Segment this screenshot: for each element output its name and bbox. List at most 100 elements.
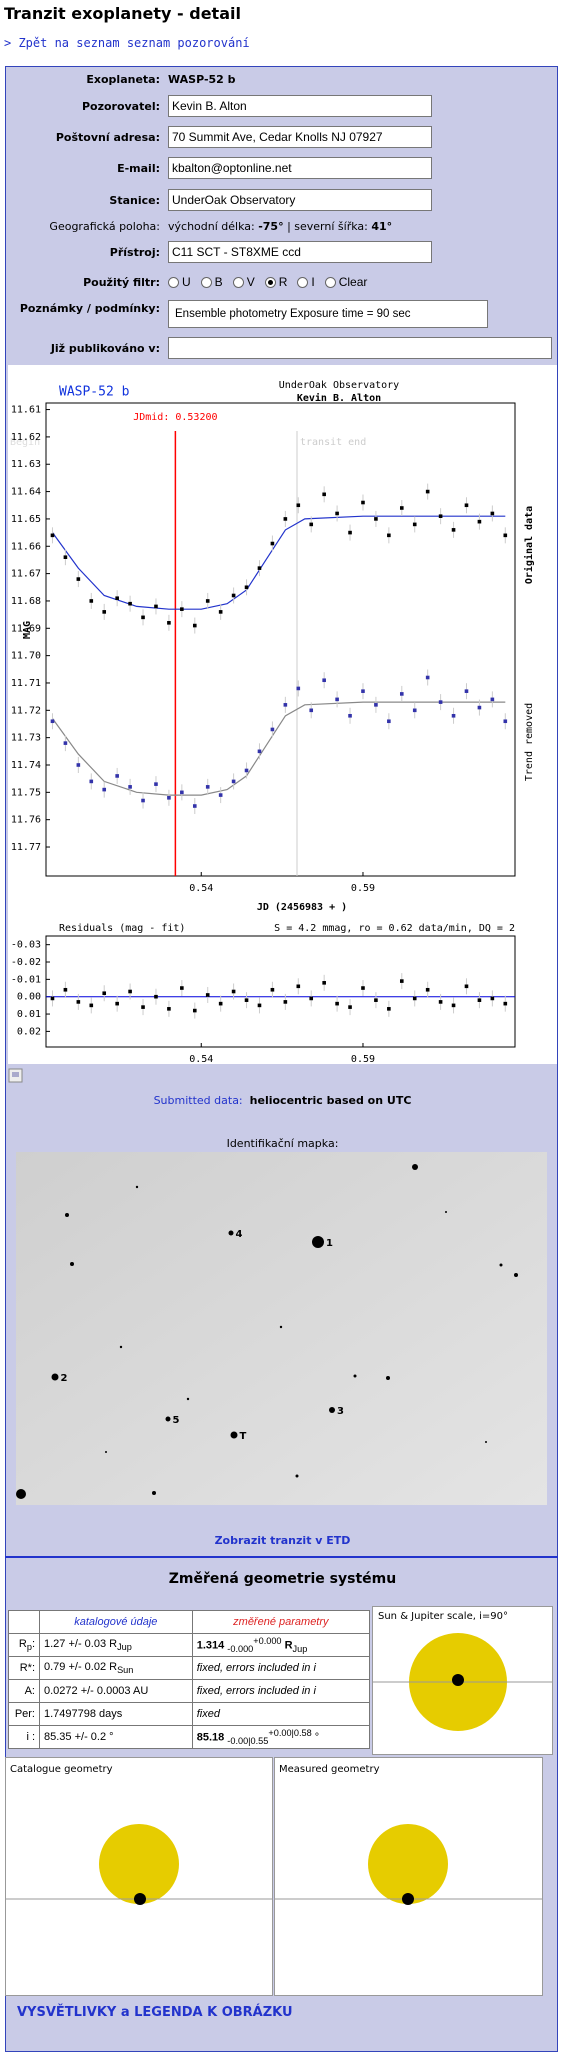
table-text: p	[26, 1642, 32, 1653]
star	[65, 1213, 69, 1217]
data-point	[50, 533, 55, 538]
radio-dot	[267, 279, 273, 285]
residual-stats: S = 4.2 mmag, ro = 0.62 data/min, DQ = 2	[274, 923, 515, 934]
star	[353, 1374, 357, 1378]
data-point	[76, 1000, 81, 1004]
data-point	[270, 987, 275, 992]
scale-label: Sun & Jupiter scale, i=90°	[378, 1611, 508, 1622]
form-row: Exoplaneta: WASP-52 b	[5, 68, 558, 90]
radio-option[interactable]: R	[264, 275, 287, 289]
star	[119, 1345, 123, 1349]
text-input[interactable]: C11 SCT - ST8XME ccd	[168, 241, 432, 263]
radio-option[interactable]: I	[297, 275, 315, 289]
star-label: T	[240, 1431, 247, 1442]
separator	[5, 1556, 558, 1558]
submitted-value: heliocentric based on UTC	[249, 1094, 412, 1107]
table-text: R	[18, 1637, 27, 1650]
data-point	[348, 1005, 352, 1009]
data-point	[335, 1001, 339, 1006]
table-text: R	[281, 1639, 293, 1652]
data-point	[348, 530, 352, 535]
table-cell: i :	[8, 1725, 40, 1749]
back-link[interactable]: > Zpět na seznam seznam pozorování	[4, 36, 250, 50]
radio-button[interactable]	[297, 276, 309, 288]
text-input[interactable]: kbalton@optonline.net	[168, 157, 432, 179]
plot-frame	[45, 402, 516, 877]
table-row: i : 85.35 +/- 0.2 ° 85.18 -0.00|0.55+0.00|…	[8, 1725, 371, 1749]
data-point	[218, 1001, 223, 1006]
data-point	[361, 986, 365, 990]
radio-button[interactable]	[232, 276, 244, 288]
map-title: Identifikační mapka:	[226, 1137, 339, 1150]
field-label: E-mail:	[117, 161, 160, 175]
y-tick-label: 11.77	[11, 842, 41, 853]
scale-drawing	[373, 1633, 552, 1731]
radio-option[interactable]: V	[232, 275, 255, 289]
data-point	[451, 1003, 456, 1008]
table-text: 0.79 +/- 0.02 R	[44, 1660, 118, 1673]
data-point	[231, 593, 236, 598]
table-cell: Rp:	[8, 1633, 40, 1657]
radio-button[interactable]	[264, 276, 276, 288]
y-tick-label: 11.69	[11, 623, 41, 634]
data-point	[490, 511, 495, 516]
table-text: Per:	[14, 1708, 35, 1720]
y-tick-label: 11.65	[11, 514, 41, 525]
field-label: Pozorovatel:	[81, 99, 160, 113]
notes-input[interactable]: Ensemble photometry Exposure time = 90 s…	[168, 300, 488, 328]
data-point	[128, 601, 132, 606]
etd-link[interactable]: Zobrazit tranzit v ETD	[214, 1534, 351, 1547]
radio-option[interactable]: B	[200, 275, 223, 289]
data-point	[102, 787, 107, 792]
table-text: +0.00|0.58	[268, 1728, 312, 1739]
data-point	[296, 984, 301, 989]
table-cell: fixed, errors included in i	[191, 1679, 371, 1703]
data-point	[257, 749, 262, 754]
table-cell: Per:	[8, 1702, 40, 1726]
table-cell: 0.0272 +/- 0.0003 AU	[39, 1679, 193, 1703]
text-input[interactable]: 70 Summit Ave, Cedar Knolls NJ 07927	[168, 126, 432, 148]
data-point	[361, 500, 365, 505]
geo-lon-label: východní délka:	[168, 219, 259, 233]
table-text: °	[311, 1731, 320, 1744]
data-point	[412, 522, 417, 527]
table-text: 1.314	[196, 1639, 228, 1652]
radio-option[interactable]: Clear	[324, 275, 367, 289]
legend-link[interactable]: VYSVĚTLIVKY a LEGENDA K OBRÁZKU	[17, 2005, 293, 2020]
table-text: :	[31, 1637, 35, 1650]
data-point	[399, 979, 404, 983]
radio-label: V	[246, 275, 255, 289]
scale-box: Sun & Jupiter scale, i=90°	[372, 1606, 553, 1755]
radio-option[interactable]: U	[168, 275, 191, 289]
radio-button[interactable]	[324, 276, 336, 288]
residual-title: Residuals (mag - fit)	[59, 923, 185, 934]
table-cell: 1.27 +/- 0.03 RJup	[39, 1633, 193, 1657]
observer: Kevin B. Alton	[297, 392, 381, 404]
star	[70, 1262, 74, 1266]
table-text: 1.7497798 days	[44, 1708, 123, 1720]
data-point	[464, 689, 469, 693]
legend-entry: Trend removed	[524, 703, 535, 781]
y-tick-label: 11.61	[11, 405, 41, 416]
page-title: Tranzit exoplanety - detail	[4, 4, 241, 23]
text-input[interactable]: Kevin B. Alton	[168, 95, 432, 117]
data-point	[76, 577, 81, 581]
star	[279, 1325, 283, 1329]
data-point	[128, 785, 132, 789]
data-point	[322, 981, 326, 985]
field-label: Poštovní adresa:	[55, 130, 160, 144]
data-point	[464, 984, 469, 989]
radio-button[interactable]	[168, 276, 179, 288]
form-row: Pozorovatel: Kevin B. Alton	[5, 95, 558, 117]
light-curve-chart: WASP-52 b UnderOak Observatory Kevin B. …	[8, 365, 557, 1064]
field-label: Exoplaneta:	[86, 72, 160, 86]
data-point	[490, 697, 495, 702]
data-point	[451, 713, 456, 718]
table-text: fixed	[196, 1708, 220, 1720]
y-tick-label: -0.02	[11, 957, 41, 968]
text-input[interactable]	[168, 337, 552, 359]
data-point	[438, 700, 443, 704]
text-input[interactable]: UnderOak Observatory	[168, 189, 432, 211]
radio-button[interactable]	[200, 276, 212, 288]
data-point	[438, 514, 443, 518]
